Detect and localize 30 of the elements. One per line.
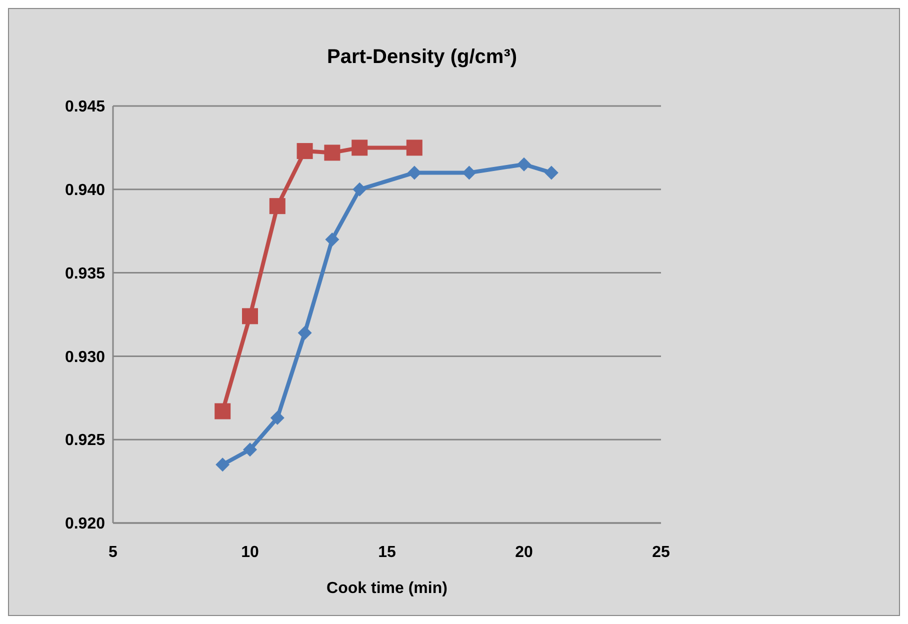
point bbox=[462, 166, 476, 180]
point bbox=[544, 166, 558, 180]
point bbox=[216, 458, 230, 472]
x-tick-label: 10 bbox=[241, 544, 259, 561]
chart-title: Part-Density (g/cm³) bbox=[326, 46, 518, 68]
x-tick-label: 20 bbox=[515, 544, 533, 561]
point bbox=[298, 326, 312, 340]
point bbox=[243, 442, 257, 457]
point bbox=[352, 140, 368, 156]
point bbox=[325, 232, 340, 246]
y-tick-label: 0.945 bbox=[64, 98, 106, 116]
x-tick-label: 5 bbox=[108, 544, 118, 561]
x-tick-label: 15 bbox=[378, 544, 396, 561]
x-axis-title: Cook time (min) bbox=[326, 580, 448, 597]
y-tick-label: 0.940 bbox=[64, 182, 106, 199]
point bbox=[214, 403, 231, 420]
point bbox=[517, 157, 531, 172]
point bbox=[407, 166, 422, 180]
x-tick-label: 25 bbox=[652, 544, 670, 561]
y-tick-label: 0.930 bbox=[64, 348, 106, 366]
y-tick-label: 0.935 bbox=[64, 265, 106, 282]
point bbox=[324, 144, 340, 161]
y-tick-label: 0.925 bbox=[64, 432, 106, 450]
y-tick-label: 0.920 bbox=[64, 516, 106, 533]
point bbox=[352, 182, 367, 196]
point bbox=[270, 410, 284, 425]
point bbox=[269, 198, 286, 214]
point bbox=[406, 140, 422, 156]
point bbox=[296, 143, 313, 160]
point bbox=[242, 308, 258, 324]
